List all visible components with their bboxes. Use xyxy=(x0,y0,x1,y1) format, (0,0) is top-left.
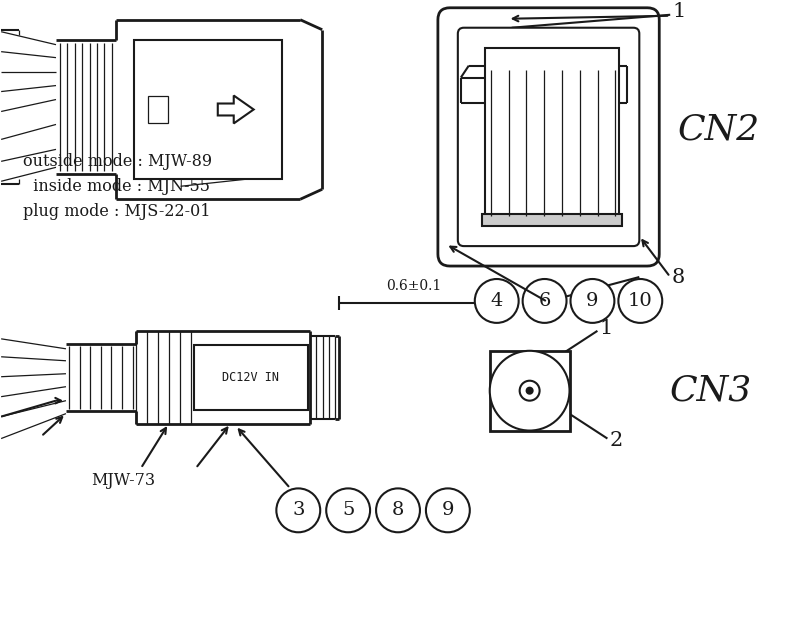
Text: 6: 6 xyxy=(538,292,550,310)
Circle shape xyxy=(526,387,533,394)
Text: 5: 5 xyxy=(342,501,354,519)
Text: 8: 8 xyxy=(671,268,685,286)
Text: CN3: CN3 xyxy=(670,374,751,408)
Bar xyxy=(194,345,308,409)
Circle shape xyxy=(522,279,566,323)
Circle shape xyxy=(276,489,320,533)
Text: 1: 1 xyxy=(672,3,686,21)
Text: 8: 8 xyxy=(392,501,404,519)
Circle shape xyxy=(570,279,614,323)
Bar xyxy=(148,95,168,124)
Circle shape xyxy=(474,279,518,323)
Text: 1: 1 xyxy=(599,320,613,338)
Text: 9: 9 xyxy=(442,501,454,519)
Circle shape xyxy=(376,489,420,533)
Text: 9: 9 xyxy=(586,292,598,310)
Text: CN2: CN2 xyxy=(678,112,759,146)
Bar xyxy=(482,214,622,226)
Text: MJW-73: MJW-73 xyxy=(91,472,155,489)
Bar xyxy=(134,40,282,179)
Circle shape xyxy=(326,489,370,533)
Text: DC12V IN: DC12V IN xyxy=(222,371,279,384)
Bar xyxy=(490,351,570,431)
Polygon shape xyxy=(218,95,254,124)
Text: inside mode : MJN-55: inside mode : MJN-55 xyxy=(23,178,210,195)
Text: 2: 2 xyxy=(610,431,622,450)
Circle shape xyxy=(490,351,570,431)
FancyBboxPatch shape xyxy=(458,28,639,246)
Circle shape xyxy=(618,279,662,323)
Text: 3: 3 xyxy=(292,501,305,519)
Circle shape xyxy=(426,489,470,533)
Text: 0.6±0.1: 0.6±0.1 xyxy=(386,279,441,293)
Text: 4: 4 xyxy=(490,292,503,310)
Text: plug mode : MJS-22-01: plug mode : MJS-22-01 xyxy=(23,203,210,220)
Bar xyxy=(485,48,619,222)
Text: 10: 10 xyxy=(628,292,653,310)
Circle shape xyxy=(520,381,539,401)
Text: outside mode : MJW-89: outside mode : MJW-89 xyxy=(23,153,212,170)
FancyBboxPatch shape xyxy=(438,8,659,266)
